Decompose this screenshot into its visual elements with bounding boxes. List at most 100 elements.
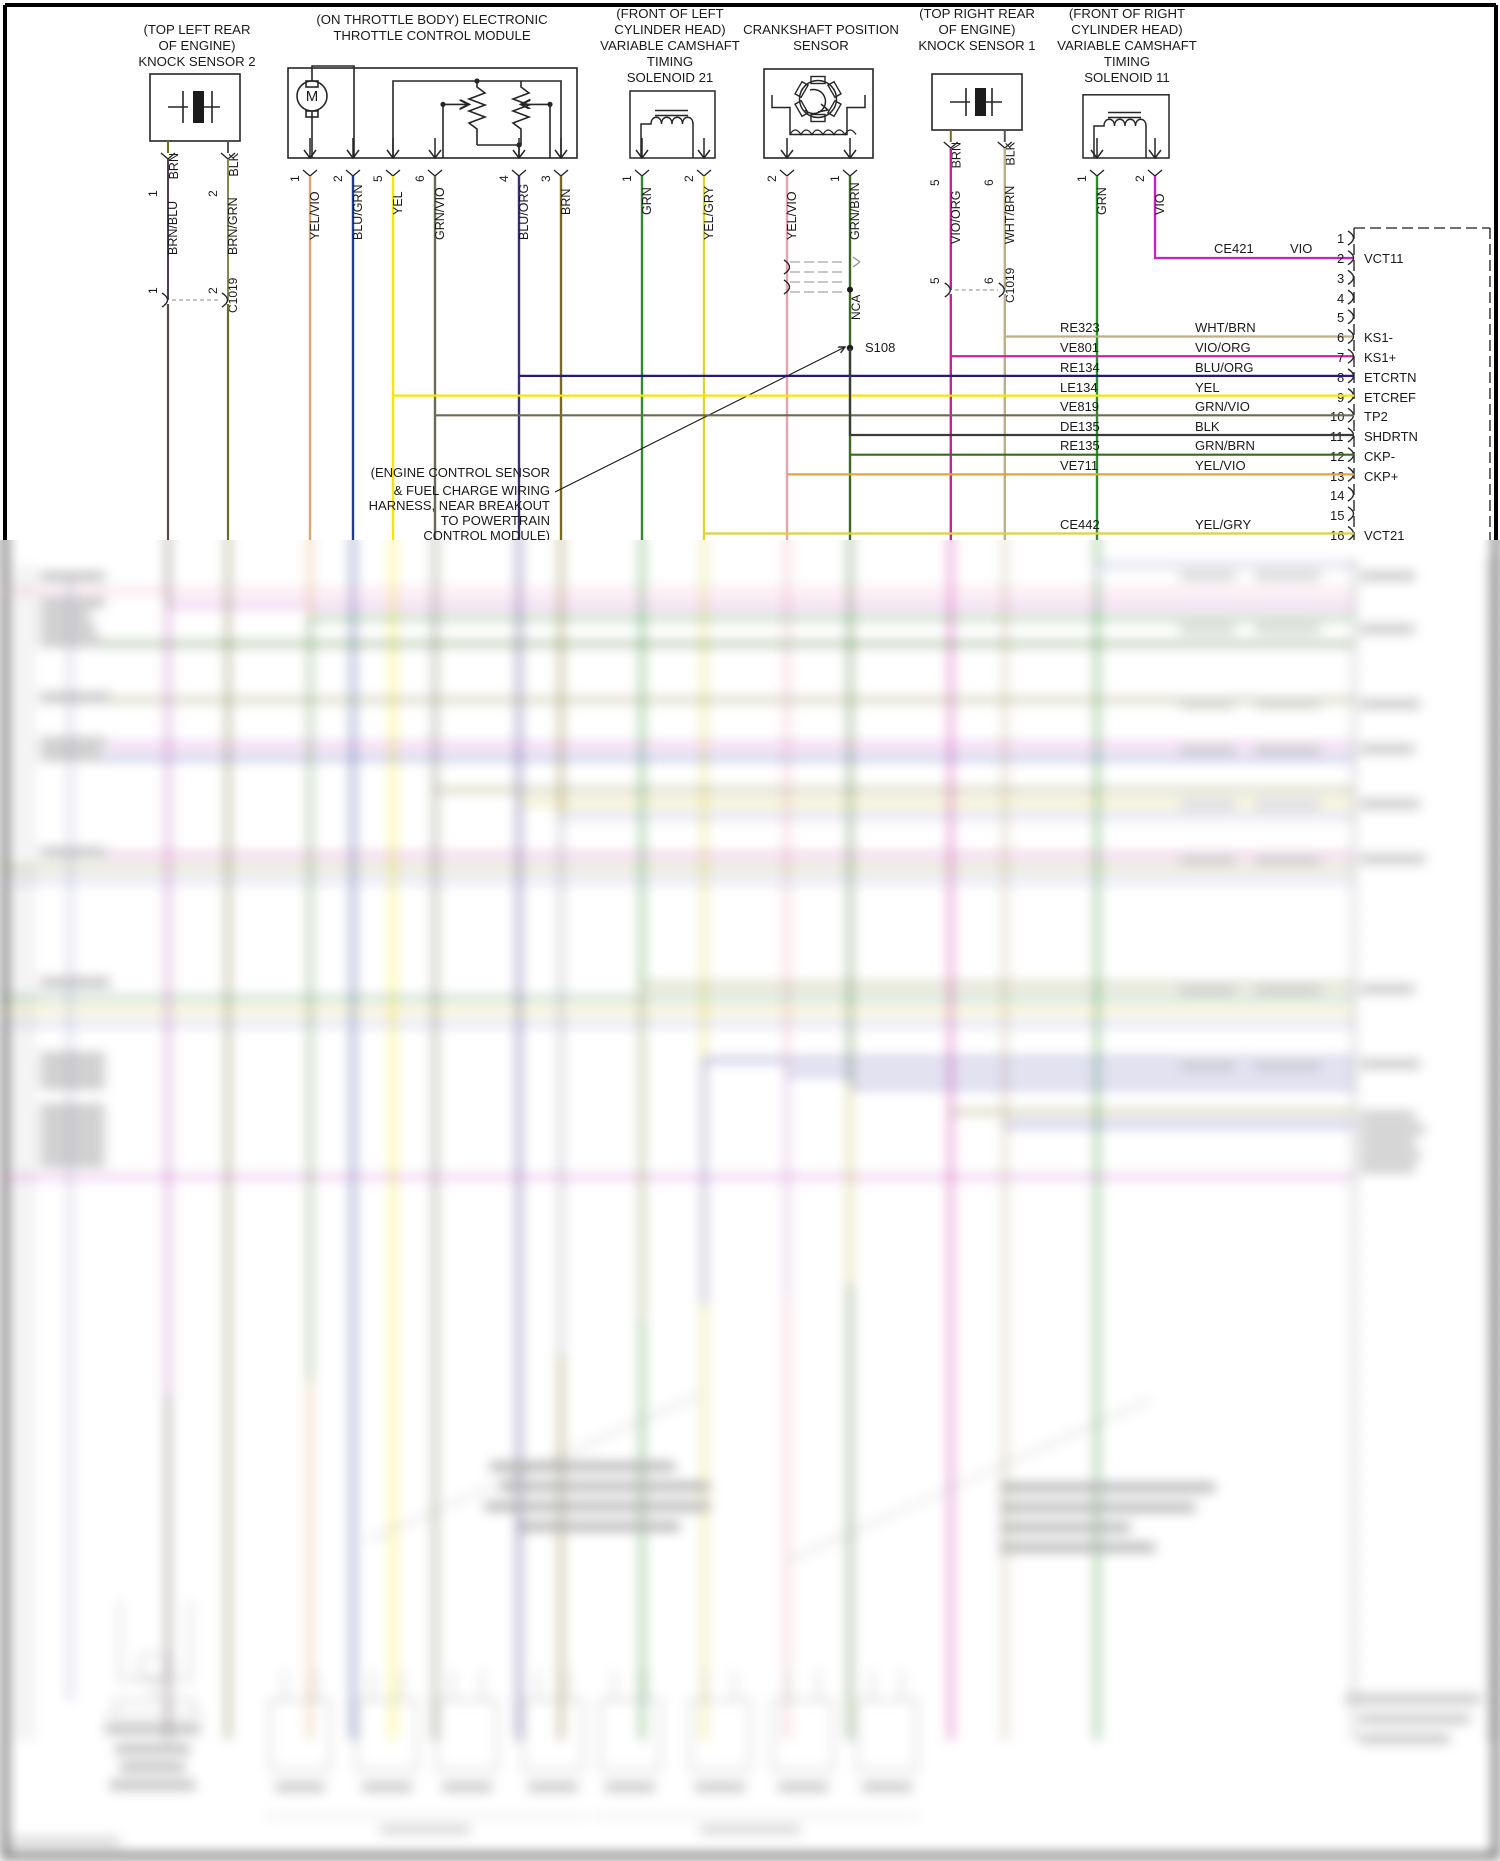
svg-text:VE801: VE801 (1060, 340, 1099, 355)
svg-text:LE134: LE134 (1060, 380, 1098, 395)
svg-text:9: 9 (1337, 390, 1344, 405)
svg-text:13: 13 (1330, 469, 1344, 484)
svg-text:SHDRTN: SHDRTN (1364, 429, 1418, 444)
svg-text:DE135: DE135 (1060, 419, 1100, 434)
svg-text:RE134: RE134 (1060, 360, 1100, 375)
svg-text:5: 5 (928, 179, 942, 186)
svg-text:OF ENGINE): OF ENGINE) (939, 22, 1016, 37)
svg-text:1: 1 (288, 175, 302, 182)
svg-text:HARNESS, NEAR BREAKOUT: HARNESS, NEAR BREAKOUT (369, 498, 550, 513)
svg-text:4: 4 (497, 175, 511, 182)
svg-text:6: 6 (982, 179, 996, 186)
svg-text:SENSOR: SENSOR (793, 38, 849, 53)
svg-text:5: 5 (1337, 310, 1344, 325)
svg-text:ETCRTN: ETCRTN (1364, 370, 1416, 385)
svg-text:TIMING: TIMING (1104, 54, 1150, 69)
svg-text:BLK: BLK (227, 152, 241, 176)
svg-text:GRN: GRN (640, 187, 654, 215)
svg-text:2: 2 (206, 190, 220, 197)
svg-text:M: M (306, 88, 319, 105)
svg-text:1: 1 (828, 175, 842, 182)
svg-text:BRN: BRN (559, 189, 573, 215)
svg-text:RE135: RE135 (1060, 438, 1100, 453)
svg-text:8: 8 (1337, 370, 1344, 385)
svg-text:CYLINDER HEAD): CYLINDER HEAD) (614, 22, 725, 37)
svg-text:CE442: CE442 (1060, 517, 1100, 532)
svg-text:YEL: YEL (391, 191, 405, 215)
svg-text:3: 3 (1337, 271, 1344, 286)
svg-text:S108: S108 (865, 340, 895, 355)
svg-text:(ON THROTTLE BODY) ELECTRONIC: (ON THROTTLE BODY) ELECTRONIC (316, 12, 548, 27)
svg-text:BRN/GRN: BRN/GRN (226, 197, 240, 255)
svg-text:GRN/VIO: GRN/VIO (433, 187, 447, 240)
svg-text:CE421: CE421 (1214, 241, 1254, 256)
svg-text:VARIABLE CAMSHAFT: VARIABLE CAMSHAFT (600, 38, 740, 53)
svg-text:KNOCK SENSOR 1: KNOCK SENSOR 1 (918, 38, 1035, 53)
svg-text:14: 14 (1330, 488, 1344, 503)
svg-text:VE711: VE711 (1060, 458, 1098, 473)
svg-text:SOLENOID 11: SOLENOID 11 (1084, 70, 1170, 85)
svg-text:12: 12 (1330, 449, 1344, 464)
svg-text:(TOP LEFT REAR: (TOP LEFT REAR (144, 22, 251, 37)
svg-text:4: 4 (1337, 291, 1344, 306)
svg-text:CKP-: CKP- (1364, 449, 1395, 464)
svg-text:6: 6 (1337, 330, 1344, 345)
svg-text:2: 2 (682, 175, 696, 182)
svg-text:7: 7 (1337, 350, 1344, 365)
svg-text:KS1-: KS1- (1364, 330, 1393, 345)
svg-text:YEL: YEL (1195, 380, 1220, 395)
svg-text:6: 6 (413, 175, 427, 182)
svg-text:VIO: VIO (1153, 193, 1167, 215)
svg-text:VIO/ORG: VIO/ORG (949, 191, 963, 244)
svg-text:BLU/GRN: BLU/GRN (351, 184, 365, 240)
svg-text:TP2: TP2 (1364, 409, 1388, 424)
svg-text:BLU/ORG: BLU/ORG (517, 184, 531, 240)
svg-text:NCA: NCA (849, 295, 863, 320)
svg-text:CONTROL MODULE): CONTROL MODULE) (423, 528, 550, 540)
svg-text:& FUEL CHARGE WIRING: & FUEL CHARGE WIRING (394, 483, 550, 498)
svg-text:6: 6 (982, 277, 996, 284)
svg-text:BRN: BRN (167, 153, 181, 179)
svg-text:WHT/BRN: WHT/BRN (1195, 320, 1256, 335)
svg-text:TO POWERTRAIN: TO POWERTRAIN (441, 513, 550, 528)
svg-text:BLK: BLK (1195, 419, 1220, 434)
svg-text:VCT21: VCT21 (1364, 528, 1404, 540)
svg-text:1: 1 (620, 175, 634, 182)
svg-text:VIO/ORG: VIO/ORG (1195, 340, 1251, 355)
svg-text:ETCREF: ETCREF (1364, 390, 1416, 405)
svg-text:YEL/GRY: YEL/GRY (1195, 517, 1251, 532)
svg-text:CKP+: CKP+ (1364, 469, 1398, 484)
svg-text:RE323: RE323 (1060, 320, 1100, 335)
svg-text:VCT11: VCT11 (1364, 251, 1404, 266)
svg-text:VARIABLE CAMSHAFT: VARIABLE CAMSHAFT (1057, 38, 1197, 53)
svg-text:1: 1 (1337, 231, 1344, 246)
svg-text:GRN/VIO: GRN/VIO (1195, 399, 1250, 414)
svg-text:(TOP RIGHT REAR: (TOP RIGHT REAR (919, 6, 1035, 21)
svg-text:BLU/ORG: BLU/ORG (1195, 360, 1254, 375)
svg-text:YEL/GRY: YEL/GRY (702, 185, 716, 240)
svg-text:YEL/VIO: YEL/VIO (785, 191, 799, 240)
svg-text:VE819: VE819 (1060, 399, 1099, 414)
svg-text:VIO: VIO (1290, 241, 1312, 256)
svg-text:TIMING: TIMING (647, 54, 693, 69)
svg-text:1: 1 (1075, 175, 1089, 182)
svg-text:GRN/BRN: GRN/BRN (848, 182, 862, 240)
svg-text:SOLENOID 21: SOLENOID 21 (627, 70, 714, 85)
svg-text:OF ENGINE): OF ENGINE) (159, 38, 236, 53)
svg-text:5: 5 (371, 175, 385, 182)
svg-text:YEL/VIO: YEL/VIO (308, 191, 322, 240)
svg-text:2: 2 (206, 287, 220, 294)
svg-text:GRN: GRN (1095, 187, 1109, 215)
svg-text:YEL/VIO: YEL/VIO (1195, 458, 1246, 473)
svg-text:CRANKSHAFT POSITION: CRANKSHAFT POSITION (743, 22, 899, 37)
svg-text:15: 15 (1330, 508, 1344, 523)
svg-text:(ENGINE CONTROL SENSOR: (ENGINE CONTROL SENSOR (371, 465, 550, 480)
svg-text:1: 1 (146, 190, 160, 197)
svg-text:KNOCK SENSOR 2: KNOCK SENSOR 2 (138, 54, 255, 69)
svg-text:3: 3 (539, 175, 553, 182)
svg-text:WHT/BRN: WHT/BRN (1003, 186, 1017, 244)
svg-text:BRN/BLU: BRN/BLU (166, 201, 180, 255)
svg-text:GRN/BRN: GRN/BRN (1195, 438, 1255, 453)
svg-text:2: 2 (331, 175, 345, 182)
svg-text:10: 10 (1330, 409, 1344, 424)
